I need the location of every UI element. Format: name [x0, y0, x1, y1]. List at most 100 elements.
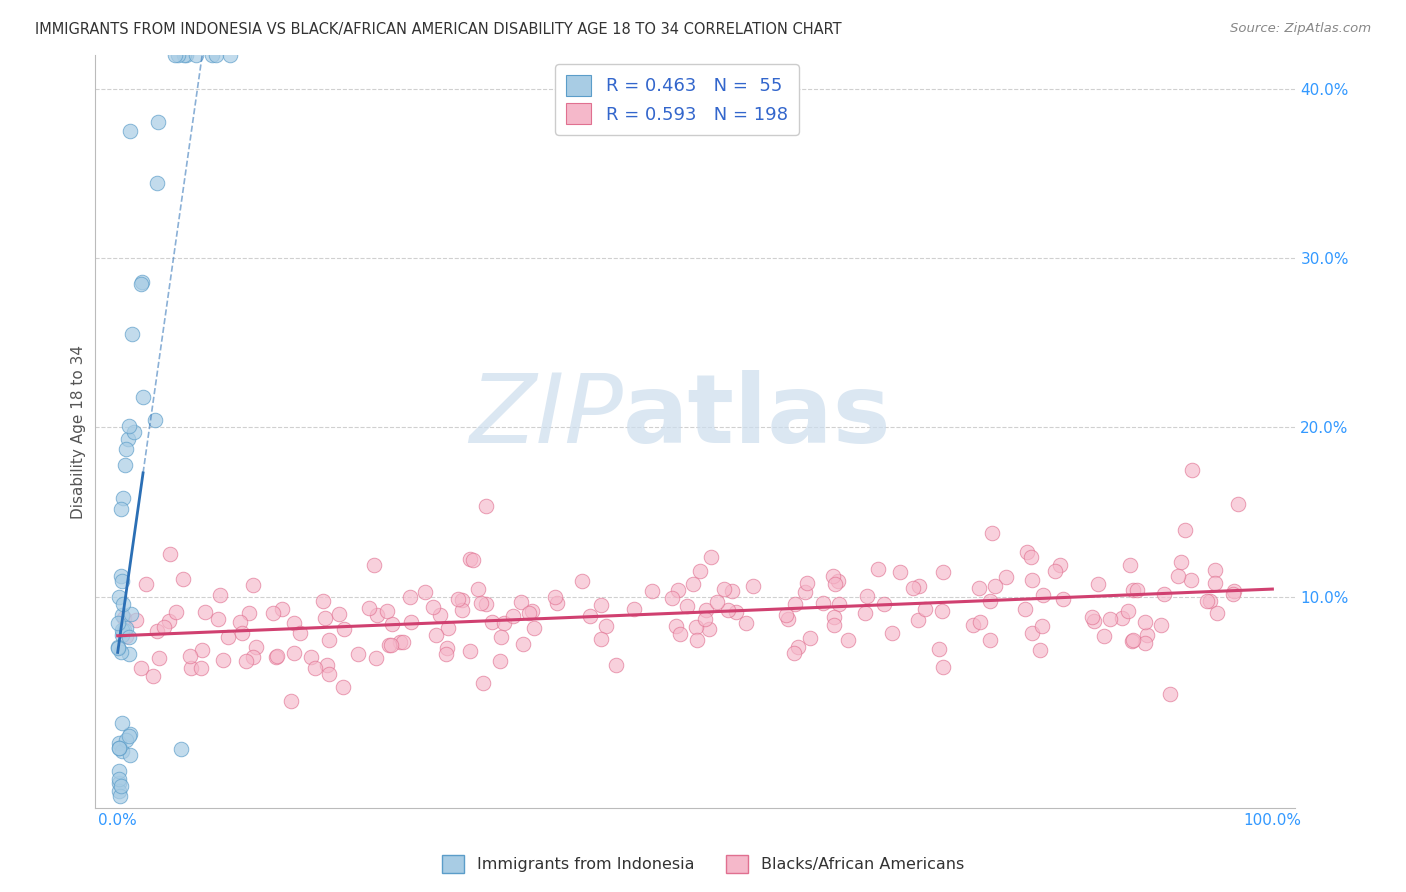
Point — [242, 650, 264, 665]
Point — [1170, 555, 1192, 569]
Point — [111, 607, 134, 622]
Point — [413, 584, 436, 599]
Point — [1150, 617, 1173, 632]
Point — [153, 620, 176, 634]
Point — [623, 602, 645, 616]
Point — [1206, 606, 1229, 620]
Point — [914, 602, 936, 616]
Point — [299, 650, 322, 665]
Point — [218, 48, 240, 62]
Point — [108, 740, 131, 755]
Point — [1133, 636, 1156, 650]
Point — [447, 592, 470, 607]
Text: Source: ZipAtlas.com: Source: ZipAtlas.com — [1230, 22, 1371, 36]
Point — [1119, 558, 1142, 573]
Point — [120, 607, 142, 621]
Point — [146, 115, 169, 129]
Point — [118, 729, 141, 743]
Point — [682, 577, 704, 591]
Point — [693, 612, 716, 626]
Point — [475, 500, 498, 514]
Point — [129, 660, 152, 674]
Point — [741, 579, 763, 593]
Point — [605, 657, 627, 672]
Point — [217, 630, 239, 644]
Point — [179, 648, 201, 663]
Point — [1199, 594, 1222, 608]
Point — [735, 615, 758, 630]
Point — [205, 48, 228, 62]
Point — [122, 425, 145, 440]
Point — [786, 640, 808, 655]
Point — [980, 525, 1002, 540]
Point — [399, 615, 422, 629]
Point — [720, 583, 742, 598]
Point — [828, 597, 851, 611]
Point — [907, 614, 929, 628]
Point — [110, 744, 132, 758]
Point — [108, 772, 131, 787]
Point — [1226, 496, 1249, 510]
Point — [1222, 587, 1244, 601]
Text: ZIP: ZIP — [470, 370, 623, 463]
Point — [381, 617, 404, 632]
Point — [1045, 565, 1067, 579]
Point — [363, 558, 385, 572]
Point — [571, 574, 593, 589]
Point — [118, 747, 141, 762]
Point — [107, 640, 129, 654]
Point — [686, 633, 709, 648]
Point — [107, 616, 129, 631]
Point — [366, 607, 388, 622]
Point — [1180, 463, 1202, 477]
Point — [591, 632, 613, 646]
Point — [145, 413, 167, 427]
Point — [357, 601, 380, 615]
Point — [242, 578, 264, 592]
Point — [1111, 611, 1133, 625]
Point — [695, 603, 717, 617]
Point — [589, 598, 612, 612]
Point — [111, 623, 134, 637]
Point — [928, 642, 950, 657]
Point — [110, 569, 132, 583]
Point — [110, 501, 132, 516]
Point — [120, 124, 142, 138]
Point — [110, 645, 132, 659]
Point — [1014, 602, 1036, 616]
Point — [129, 277, 152, 292]
Point — [824, 577, 846, 591]
Y-axis label: Disability Age 18 to 34: Disability Age 18 to 34 — [72, 344, 86, 518]
Point — [1031, 619, 1053, 633]
Point — [180, 661, 202, 675]
Point — [967, 581, 990, 595]
Point — [108, 784, 131, 798]
Point — [1122, 582, 1144, 597]
Point — [422, 599, 444, 614]
Point — [112, 491, 135, 506]
Point — [114, 442, 136, 457]
Point — [873, 598, 896, 612]
Point — [264, 650, 287, 665]
Point — [522, 605, 544, 619]
Point — [191, 643, 214, 657]
Point — [811, 596, 834, 610]
Point — [889, 565, 911, 579]
Point — [1080, 610, 1102, 624]
Point — [391, 635, 413, 649]
Point — [238, 606, 260, 620]
Point — [157, 614, 180, 628]
Point — [380, 638, 402, 652]
Point — [115, 621, 138, 635]
Point — [388, 635, 411, 649]
Point — [304, 661, 326, 675]
Point — [1021, 550, 1043, 565]
Point — [472, 676, 495, 690]
Point — [675, 599, 697, 614]
Point — [1116, 604, 1139, 618]
Point — [118, 418, 141, 433]
Point — [145, 176, 167, 190]
Point — [1092, 629, 1115, 643]
Point — [148, 651, 170, 665]
Point — [1223, 583, 1246, 598]
